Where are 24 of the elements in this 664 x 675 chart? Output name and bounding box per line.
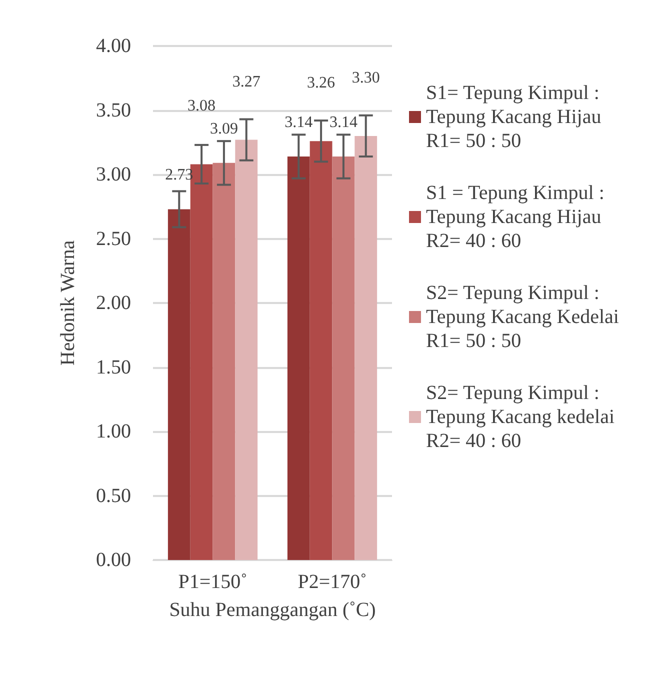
x-tick-label: P2=170˚ xyxy=(298,571,367,593)
y-tick-label: 3.00 xyxy=(96,164,131,186)
y-tick-label: 4.00 xyxy=(96,35,131,57)
legend-label: S2= Tepung Kimpul : Tepung Kacang Kedelai R1= 50 : 50 xyxy=(426,282,624,352)
y-tick-label: 3.50 xyxy=(96,99,131,122)
y-tick-label: 1.00 xyxy=(96,420,131,442)
y-tick-label: 2.00 xyxy=(96,292,131,314)
data-label: 3.26 xyxy=(307,74,336,92)
data-label: 3.14 xyxy=(329,114,358,132)
x-axis-title: Suhu Pemanggangan (˚C) xyxy=(169,599,376,621)
data-label: 3.14 xyxy=(284,114,313,132)
y-tick-label: 1.50 xyxy=(96,356,131,378)
y-tick-label: 2.50 xyxy=(96,228,131,250)
legend-label: S2= Tepung Kimpul : Tepung Kacang kedelai R2= 40 : 60 xyxy=(426,382,620,452)
data-label: 3.08 xyxy=(188,98,216,115)
legend-label: S1= Tepung Kimpul : Tepung Kacang Hijau R1= 50 : 50 xyxy=(426,82,606,152)
y-tick-label: 0.50 xyxy=(96,484,131,507)
data-label: 3.30 xyxy=(352,69,380,86)
legend-label: S1 = Tepung Kimpul : Tepung Kacang Hijau R2= 40 : 60 xyxy=(426,182,610,252)
data-label: 3.09 xyxy=(210,120,238,138)
x-tick-label: P1=150˚ xyxy=(178,571,248,593)
data-label: 3.27 xyxy=(232,73,260,90)
y-tick-label: 0.00 xyxy=(96,549,131,571)
y-axis-title: Hedonik Warna xyxy=(57,240,79,366)
